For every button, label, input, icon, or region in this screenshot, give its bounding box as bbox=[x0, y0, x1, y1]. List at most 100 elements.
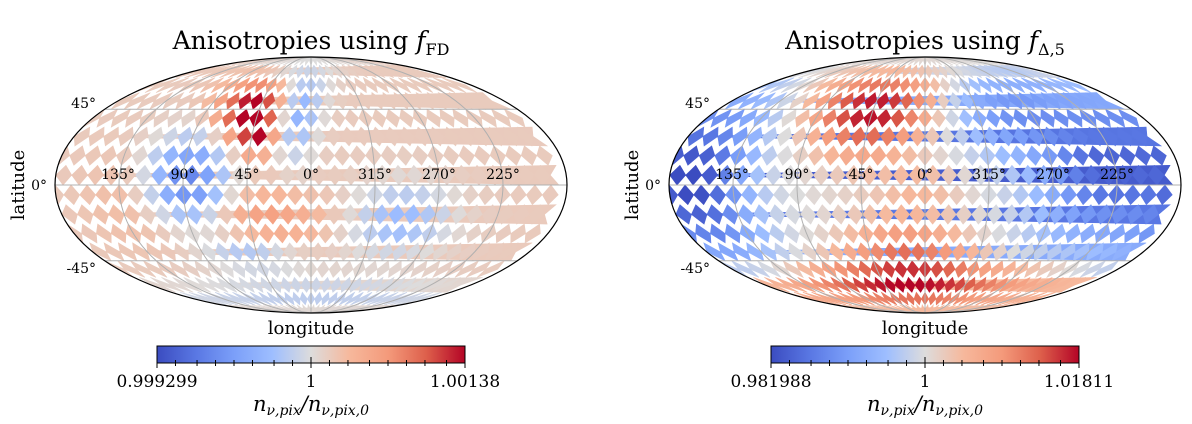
map-pixel bbox=[821, 126, 837, 147]
map-pixel bbox=[940, 204, 957, 225]
map-pixel bbox=[219, 64, 253, 78]
map-pixel bbox=[802, 77, 830, 93]
map-pixel bbox=[892, 164, 910, 186]
map-boundary bbox=[54, 56, 568, 314]
meridian-line bbox=[860, 56, 926, 314]
map-pixel bbox=[894, 260, 908, 278]
map-pixel bbox=[989, 276, 1009, 294]
map-pixel bbox=[364, 64, 395, 78]
map-pixel bbox=[280, 276, 292, 293]
map-pixel bbox=[887, 223, 904, 244]
map-pixel bbox=[1042, 277, 1075, 293]
map-pixel bbox=[843, 223, 859, 244]
map-pixel bbox=[334, 92, 348, 110]
map-pixel bbox=[782, 260, 804, 279]
map-pixel bbox=[1010, 145, 1027, 166]
map-pixel bbox=[698, 145, 716, 166]
map-pixel bbox=[155, 223, 171, 244]
map-pixel bbox=[829, 242, 844, 262]
map-pixel bbox=[1131, 126, 1148, 147]
map-pixel bbox=[864, 92, 878, 110]
map-pixel bbox=[1002, 204, 1019, 225]
map-pixel bbox=[227, 276, 247, 294]
map-pixel bbox=[258, 223, 275, 244]
map-pixel bbox=[135, 164, 152, 186]
map-pixel bbox=[931, 108, 946, 128]
map-pixel bbox=[859, 64, 883, 78]
map-pixel bbox=[215, 242, 230, 262]
map-pixel bbox=[187, 242, 203, 262]
map-pixel bbox=[741, 184, 758, 206]
map-pixel bbox=[295, 126, 312, 147]
map-pixel bbox=[1095, 204, 1113, 225]
map-pixel bbox=[524, 223, 541, 244]
map-pixel bbox=[357, 204, 374, 225]
map-pixel bbox=[315, 77, 327, 94]
map-pixel bbox=[270, 184, 288, 206]
map-pixel bbox=[1016, 277, 1042, 293]
map-pixel bbox=[898, 291, 909, 306]
map-pixel bbox=[1056, 145, 1074, 166]
map-pixel bbox=[353, 64, 377, 78]
map-pixel bbox=[384, 126, 401, 147]
map-pixel bbox=[446, 184, 463, 206]
map-pixel bbox=[870, 145, 887, 166]
map-pixel bbox=[228, 242, 244, 262]
map-pixel bbox=[388, 204, 405, 225]
map-pixel bbox=[123, 204, 141, 225]
map-pixel bbox=[795, 260, 815, 279]
x-axis-label: longitude bbox=[882, 318, 968, 339]
map-pixel bbox=[342, 164, 360, 186]
map-pixel bbox=[426, 108, 441, 128]
map-boundary bbox=[668, 56, 1182, 314]
map-pixel bbox=[889, 77, 901, 94]
map-pixel bbox=[852, 276, 869, 293]
map-pixel bbox=[310, 304, 388, 313]
map-pixel bbox=[991, 223, 1007, 244]
map-pixel bbox=[717, 126, 733, 147]
map-pixel bbox=[310, 304, 326, 313]
map-pixel bbox=[850, 126, 867, 147]
map-pixel bbox=[140, 223, 156, 244]
map-pixel bbox=[227, 64, 258, 78]
meridian-line bbox=[924, 56, 1054, 314]
map-pixel bbox=[143, 184, 160, 206]
map-pixel bbox=[1109, 223, 1126, 244]
map-pixel bbox=[671, 145, 684, 166]
map-pixel bbox=[1009, 292, 1056, 306]
map-pixel bbox=[921, 303, 926, 313]
map-pixel bbox=[894, 64, 906, 79]
map-pixel bbox=[235, 108, 250, 128]
map-pixel bbox=[324, 64, 334, 79]
map-pixel bbox=[131, 145, 148, 166]
map-pixel bbox=[245, 64, 269, 78]
map-pixel bbox=[960, 92, 974, 110]
meridian-line bbox=[246, 56, 312, 314]
map-pixel bbox=[913, 291, 922, 306]
map-pixel bbox=[327, 291, 338, 306]
map-pixel bbox=[917, 64, 926, 79]
map-pixel bbox=[314, 291, 323, 306]
meridian-line bbox=[732, 56, 926, 314]
map-pixel bbox=[784, 204, 801, 225]
map-pixel bbox=[808, 260, 826, 279]
map-pixel bbox=[714, 145, 731, 166]
map-pixel bbox=[510, 223, 526, 244]
map-pixel bbox=[932, 223, 948, 244]
map-pixel bbox=[791, 126, 807, 147]
map-pixel bbox=[901, 145, 918, 166]
map-pixel bbox=[310, 92, 324, 110]
map-pixel bbox=[806, 126, 822, 147]
map-pixel bbox=[902, 64, 912, 79]
map-pixel bbox=[1013, 108, 1028, 128]
map-pixel bbox=[155, 77, 190, 93]
map-pixel bbox=[296, 242, 312, 262]
map-pixel bbox=[1111, 204, 1128, 225]
map-pixel bbox=[986, 108, 1001, 128]
map-pixel bbox=[961, 64, 982, 78]
map-pixel bbox=[279, 304, 312, 313]
map-pixel bbox=[769, 77, 804, 93]
lat-tick-label: -45° bbox=[680, 261, 710, 277]
map-pixel bbox=[946, 223, 963, 244]
map-pixel bbox=[868, 184, 886, 206]
